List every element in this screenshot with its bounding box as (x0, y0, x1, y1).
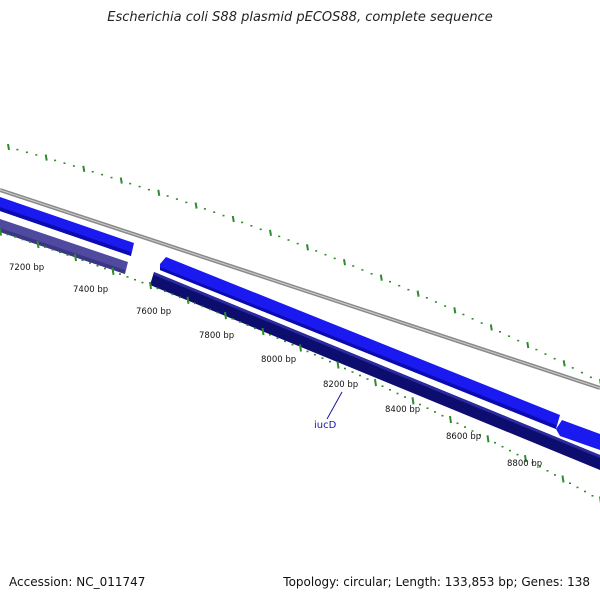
tick-label-7600: 7600 bp (136, 307, 171, 317)
inner-tick-50 (374, 378, 377, 387)
outer-tick-8 (82, 165, 86, 172)
outer-tick-60 (562, 360, 566, 367)
forward-gene-3[interactable] (556, 420, 600, 450)
inner-tick-5 (36, 240, 40, 249)
forward-gene-2-shade (160, 267, 556, 429)
inner-tick-10 (74, 253, 77, 262)
reverse-gene-1-shade (0, 228, 125, 274)
tick-label-8600: 8600 bp (446, 432, 481, 442)
tick-label-8200: 8200 bp (323, 380, 358, 390)
inner-tick-70 (524, 454, 527, 463)
inner-tick-75 (561, 475, 565, 483)
sequence-summary-text: Topology: circular; Length: 133,853 bp; … (283, 575, 590, 589)
outer-tick-0 (7, 143, 10, 151)
reverse-gene-iucD[interactable] (150, 272, 600, 470)
inner-tick-marks (0, 228, 600, 504)
inner-tick-65 (486, 435, 490, 443)
inner-tick-45 (336, 361, 340, 369)
outer-tick-16 (157, 189, 161, 196)
outer-tick-28 (269, 229, 272, 236)
inner-tick-55 (411, 397, 415, 405)
tick-label-8400: 8400 bp (385, 405, 420, 415)
inner-tick-40 (299, 344, 302, 352)
outer-tick-12 (119, 177, 123, 184)
tick-label-7400: 7400 bp (73, 285, 108, 295)
reverse-gene-1[interactable] (0, 219, 128, 274)
inner-tick-15 (111, 267, 115, 275)
outer-tick-32 (306, 244, 309, 251)
inner-tick-25 (186, 296, 190, 304)
reverse-gene-iucD-highlight (154, 272, 600, 458)
outer-tick-marks (7, 143, 600, 386)
inner-tick-30 (224, 311, 227, 320)
tick-label-7800: 7800 bp (199, 331, 234, 341)
backbone-line-inner (0, 189, 600, 389)
inner-tick-0 (0, 228, 2, 236)
outer-tick-24 (231, 215, 235, 223)
gene-label-leader-iucD (326, 391, 343, 420)
accession-text: Accession: NC_011747 (9, 575, 146, 589)
outer-tick-4 (44, 154, 48, 161)
outer-tick-44 (416, 290, 420, 297)
outer-tick-56 (526, 341, 530, 349)
inner-tick-60 (449, 415, 452, 424)
map-title: Escherichia coli S88 plasmid pECOS88, co… (107, 10, 493, 25)
outer-tick-52 (489, 324, 493, 331)
outer-tick-40 (379, 274, 383, 281)
outer-tick-36 (343, 259, 346, 266)
tick-label-8000: 8000 bp (261, 355, 296, 365)
inner-tick-35 (261, 327, 265, 336)
forward-gene-2[interactable] (160, 257, 560, 429)
forward-gene-1-shade (0, 207, 131, 256)
inner-tick-20 (149, 281, 152, 290)
forward-gene-1[interactable] (0, 197, 134, 256)
outer-tick-20 (194, 202, 198, 209)
outer-tick-48 (453, 307, 457, 314)
tick-label-7200: 7200 bp (9, 263, 44, 273)
tick-label-8800: 8800 bp (507, 459, 542, 469)
gene-label-iucD[interactable]: iucD (314, 420, 337, 431)
